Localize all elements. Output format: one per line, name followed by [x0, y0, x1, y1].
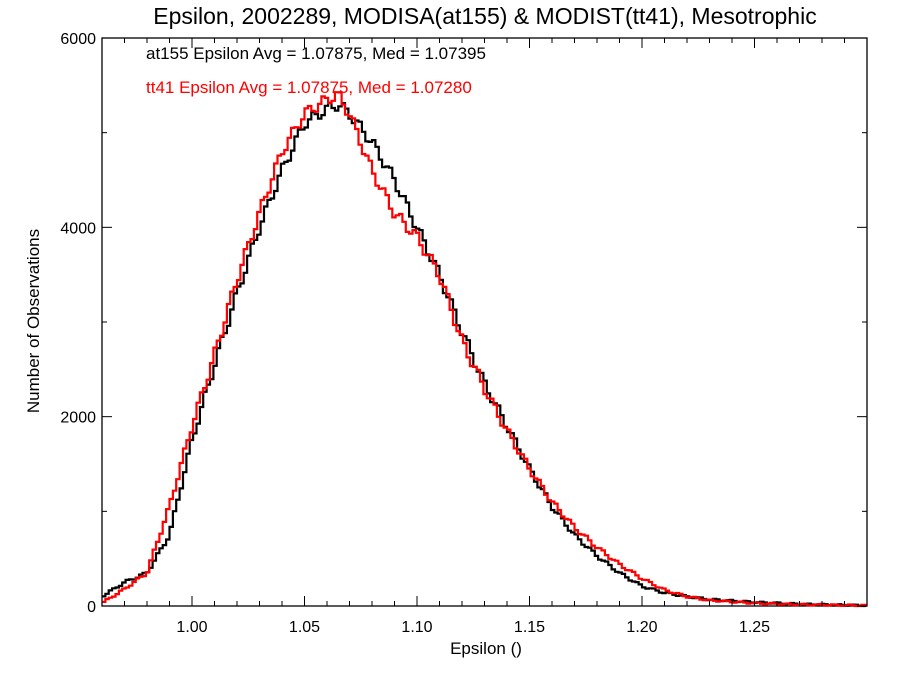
- x-tick-label: 1.20: [626, 619, 657, 636]
- plot-area: 1.00 1.05 1.10 1.15 1.20 1.25 0 2000 4000 6000: [60, 31, 868, 636]
- x-axis-label: Epsilon (): [450, 639, 522, 658]
- x-tick-label: 1.05: [289, 619, 320, 636]
- series-group: [102, 91, 867, 608]
- histogram-series-0: [102, 101, 867, 608]
- y-tick-label: 0: [87, 599, 96, 616]
- y-axis-label: Number of Observations: [24, 229, 43, 413]
- x-tick-label: 1.10: [401, 619, 432, 636]
- x-tick-label: 1.15: [514, 619, 545, 636]
- y-tick-label: 2000: [60, 410, 96, 427]
- legend-entry-at155: at155 Epsilon Avg = 1.07875, Med = 1.073…: [146, 44, 486, 63]
- plot-frame: [101, 37, 868, 607]
- legend-entry-tt41: tt41 Epsilon Avg = 1.07875, Med = 1.0728…: [146, 78, 472, 97]
- ticks-group: 1.00 1.05 1.10 1.15 1.20 1.25 0 2000 4000 6000: [60, 31, 868, 636]
- histogram-series-1: [102, 91, 867, 608]
- x-tick-label: 1.25: [739, 619, 770, 636]
- x-tick-label: 1.00: [176, 619, 207, 636]
- y-tick-label: 6000: [60, 31, 96, 48]
- y-tick-label: 4000: [60, 220, 96, 237]
- chart-title: Epsilon, 2002289, MODISA(at155) & MODIST…: [153, 3, 816, 29]
